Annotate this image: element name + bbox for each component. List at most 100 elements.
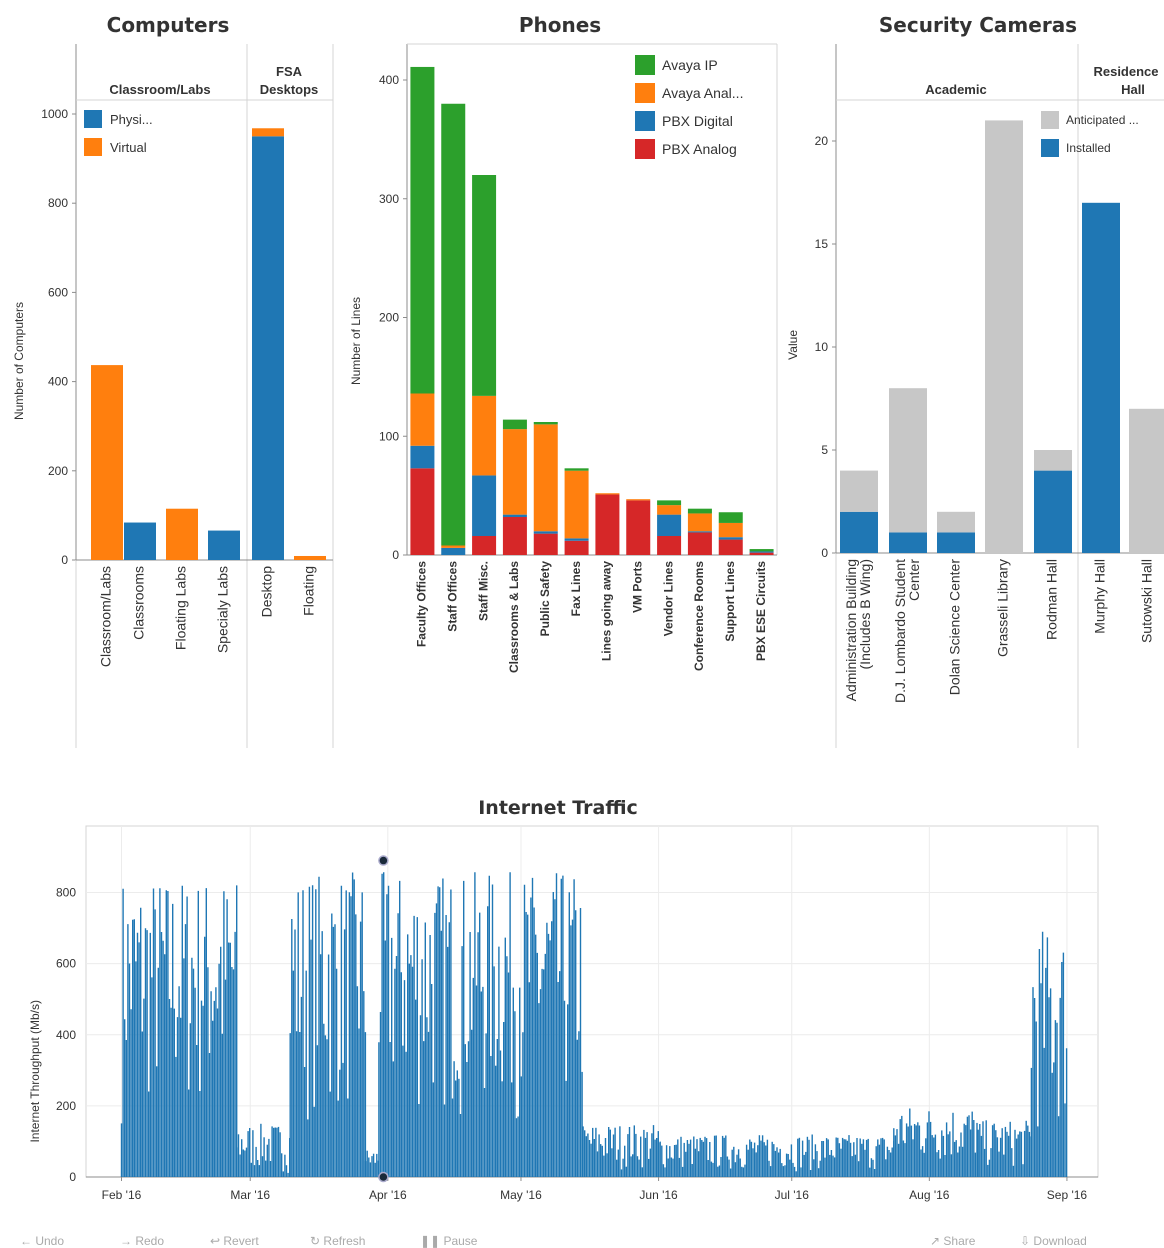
phones-bar[interactable] <box>533 422 558 425</box>
phones-bar[interactable] <box>718 539 743 555</box>
download-button[interactable]: ⇩ Download <box>1020 1234 1087 1248</box>
cameras-bar[interactable] <box>1034 450 1072 471</box>
phones-bar[interactable] <box>749 552 774 555</box>
revert-button[interactable]: ↩ Revert <box>210 1234 259 1248</box>
phones-bar[interactable] <box>533 424 558 532</box>
refresh-icon: ↻ <box>310 1234 321 1248</box>
phones-bar[interactable] <box>441 545 466 548</box>
phones-bar[interactable] <box>657 514 682 536</box>
phones-bar[interactable] <box>472 175 497 396</box>
phones-bar[interactable] <box>687 531 712 533</box>
refresh-button[interactable]: ↻ Refresh <box>310 1234 365 1248</box>
pause-button[interactable]: ❚❚ Pause <box>420 1234 477 1248</box>
computers-bar[interactable] <box>208 530 240 560</box>
phones-bar[interactable] <box>441 103 466 546</box>
traffic-marker[interactable] <box>378 855 389 866</box>
phones-legend-swatch[interactable] <box>635 111 655 131</box>
cameras-legend-label: Anticipated ... <box>1066 113 1139 127</box>
phones-legend-swatch[interactable] <box>635 83 655 103</box>
traffic-marker[interactable] <box>378 1171 389 1183</box>
phones-x-label: Support Lines <box>723 561 737 642</box>
phones-bar[interactable] <box>657 505 682 515</box>
phones-bar[interactable] <box>626 499 651 501</box>
phones-bar[interactable] <box>533 533 558 555</box>
phones-bar[interactable] <box>749 551 774 553</box>
phones-bar[interactable] <box>533 531 558 534</box>
computers-x-label-group: Floating <box>301 566 317 616</box>
phones-bar[interactable] <box>502 514 527 517</box>
phones-bar[interactable] <box>626 500 651 555</box>
traffic-x-tick-label: Jul '16 <box>775 1188 810 1202</box>
cameras-bar[interactable] <box>937 532 975 553</box>
phones-y-tick-label: 100 <box>379 429 399 443</box>
computers-bar[interactable] <box>252 128 284 137</box>
phones-bar[interactable] <box>472 536 497 555</box>
cameras-bar[interactable] <box>840 511 878 553</box>
revert-label: Revert <box>223 1234 259 1248</box>
phones-bar[interactable] <box>564 470 589 539</box>
phones-bar[interactable] <box>502 419 527 430</box>
cameras-bar[interactable] <box>889 532 927 553</box>
cameras-legend-swatch[interactable] <box>1041 111 1059 129</box>
computers-bar[interactable] <box>166 508 198 560</box>
phones-legend-swatch[interactable] <box>635 139 655 159</box>
phones-bar[interactable] <box>749 549 774 552</box>
phones-bar[interactable] <box>687 513 712 532</box>
undo-button[interactable]: ← Undo <box>20 1234 65 1248</box>
phones-bar[interactable] <box>657 500 682 506</box>
computers-legend-swatch[interactable] <box>84 110 102 128</box>
phones-bar[interactable] <box>472 395 497 476</box>
phones-bar[interactable] <box>595 494 620 555</box>
cameras-x-label: Administration Building(Includes B Wing) <box>843 559 873 701</box>
cameras-bar[interactable] <box>889 388 927 533</box>
cameras-group-label: Academic <box>925 82 986 97</box>
cameras-bar[interactable] <box>937 511 975 533</box>
phones-bar[interactable] <box>410 445 435 469</box>
phones-bar[interactable] <box>472 475 497 536</box>
computers-y-tick-label: 800 <box>48 196 68 210</box>
cameras-bar[interactable] <box>1082 202 1120 554</box>
phones-bar[interactable] <box>718 522 743 538</box>
cameras-group-label-line1: Residence <box>1093 64 1158 79</box>
phones-bar[interactable] <box>687 508 712 514</box>
phones-bar[interactable] <box>502 429 527 515</box>
phones-x-label-group: Faculty Offices <box>415 561 429 647</box>
phones-legend-label: PBX Digital <box>662 113 733 129</box>
undo-label: Undo <box>35 1234 65 1248</box>
cameras-bar[interactable] <box>840 470 878 512</box>
phones-bar[interactable] <box>564 538 589 541</box>
cameras-x-label-group: D.J. Lombardo StudentCenter <box>892 559 922 703</box>
phones-bar[interactable] <box>718 512 743 523</box>
phones-legend-label: Avaya Anal... <box>662 85 743 101</box>
phones-bar[interactable] <box>564 540 589 555</box>
cameras-bar[interactable] <box>1129 408 1164 553</box>
phones-bar[interactable] <box>718 537 743 540</box>
computers-bar[interactable] <box>124 522 156 560</box>
phones-bar[interactable] <box>657 536 682 555</box>
cameras-legend-swatch[interactable] <box>1041 139 1059 157</box>
redo-button[interactable]: → Redo <box>120 1234 165 1248</box>
phones-legend-label: Avaya IP <box>662 57 718 73</box>
phones-bar[interactable] <box>502 517 527 555</box>
computers-x-label-group: Classroom/Labs <box>98 566 114 667</box>
share-button[interactable]: ↗ Share <box>930 1234 975 1248</box>
computers-bar[interactable] <box>252 136 284 561</box>
phones-bar[interactable] <box>410 66 435 394</box>
phones-bar[interactable] <box>595 493 620 495</box>
cameras-x-label: Rodman Hall <box>1044 559 1060 640</box>
cameras-bar[interactable] <box>1034 470 1072 553</box>
traffic-title: Internet Traffic <box>478 797 638 819</box>
cameras-x-label: Grasseli Library <box>995 559 1011 657</box>
computers-legend-swatch[interactable] <box>84 138 102 156</box>
phones-bar[interactable] <box>441 547 466 555</box>
phones-bar[interactable] <box>687 532 712 555</box>
phones-legend-swatch[interactable] <box>635 55 655 75</box>
cameras-x-label: D.J. Lombardo StudentCenter <box>892 559 922 703</box>
cameras-bar[interactable] <box>985 120 1023 554</box>
computers-bar[interactable] <box>294 555 326 560</box>
cameras-x-label-group: Rodman Hall <box>1044 559 1060 640</box>
phones-bar[interactable] <box>410 468 435 555</box>
phones-bar[interactable] <box>564 468 589 471</box>
computers-bar[interactable] <box>91 365 123 560</box>
phones-bar[interactable] <box>410 393 435 446</box>
